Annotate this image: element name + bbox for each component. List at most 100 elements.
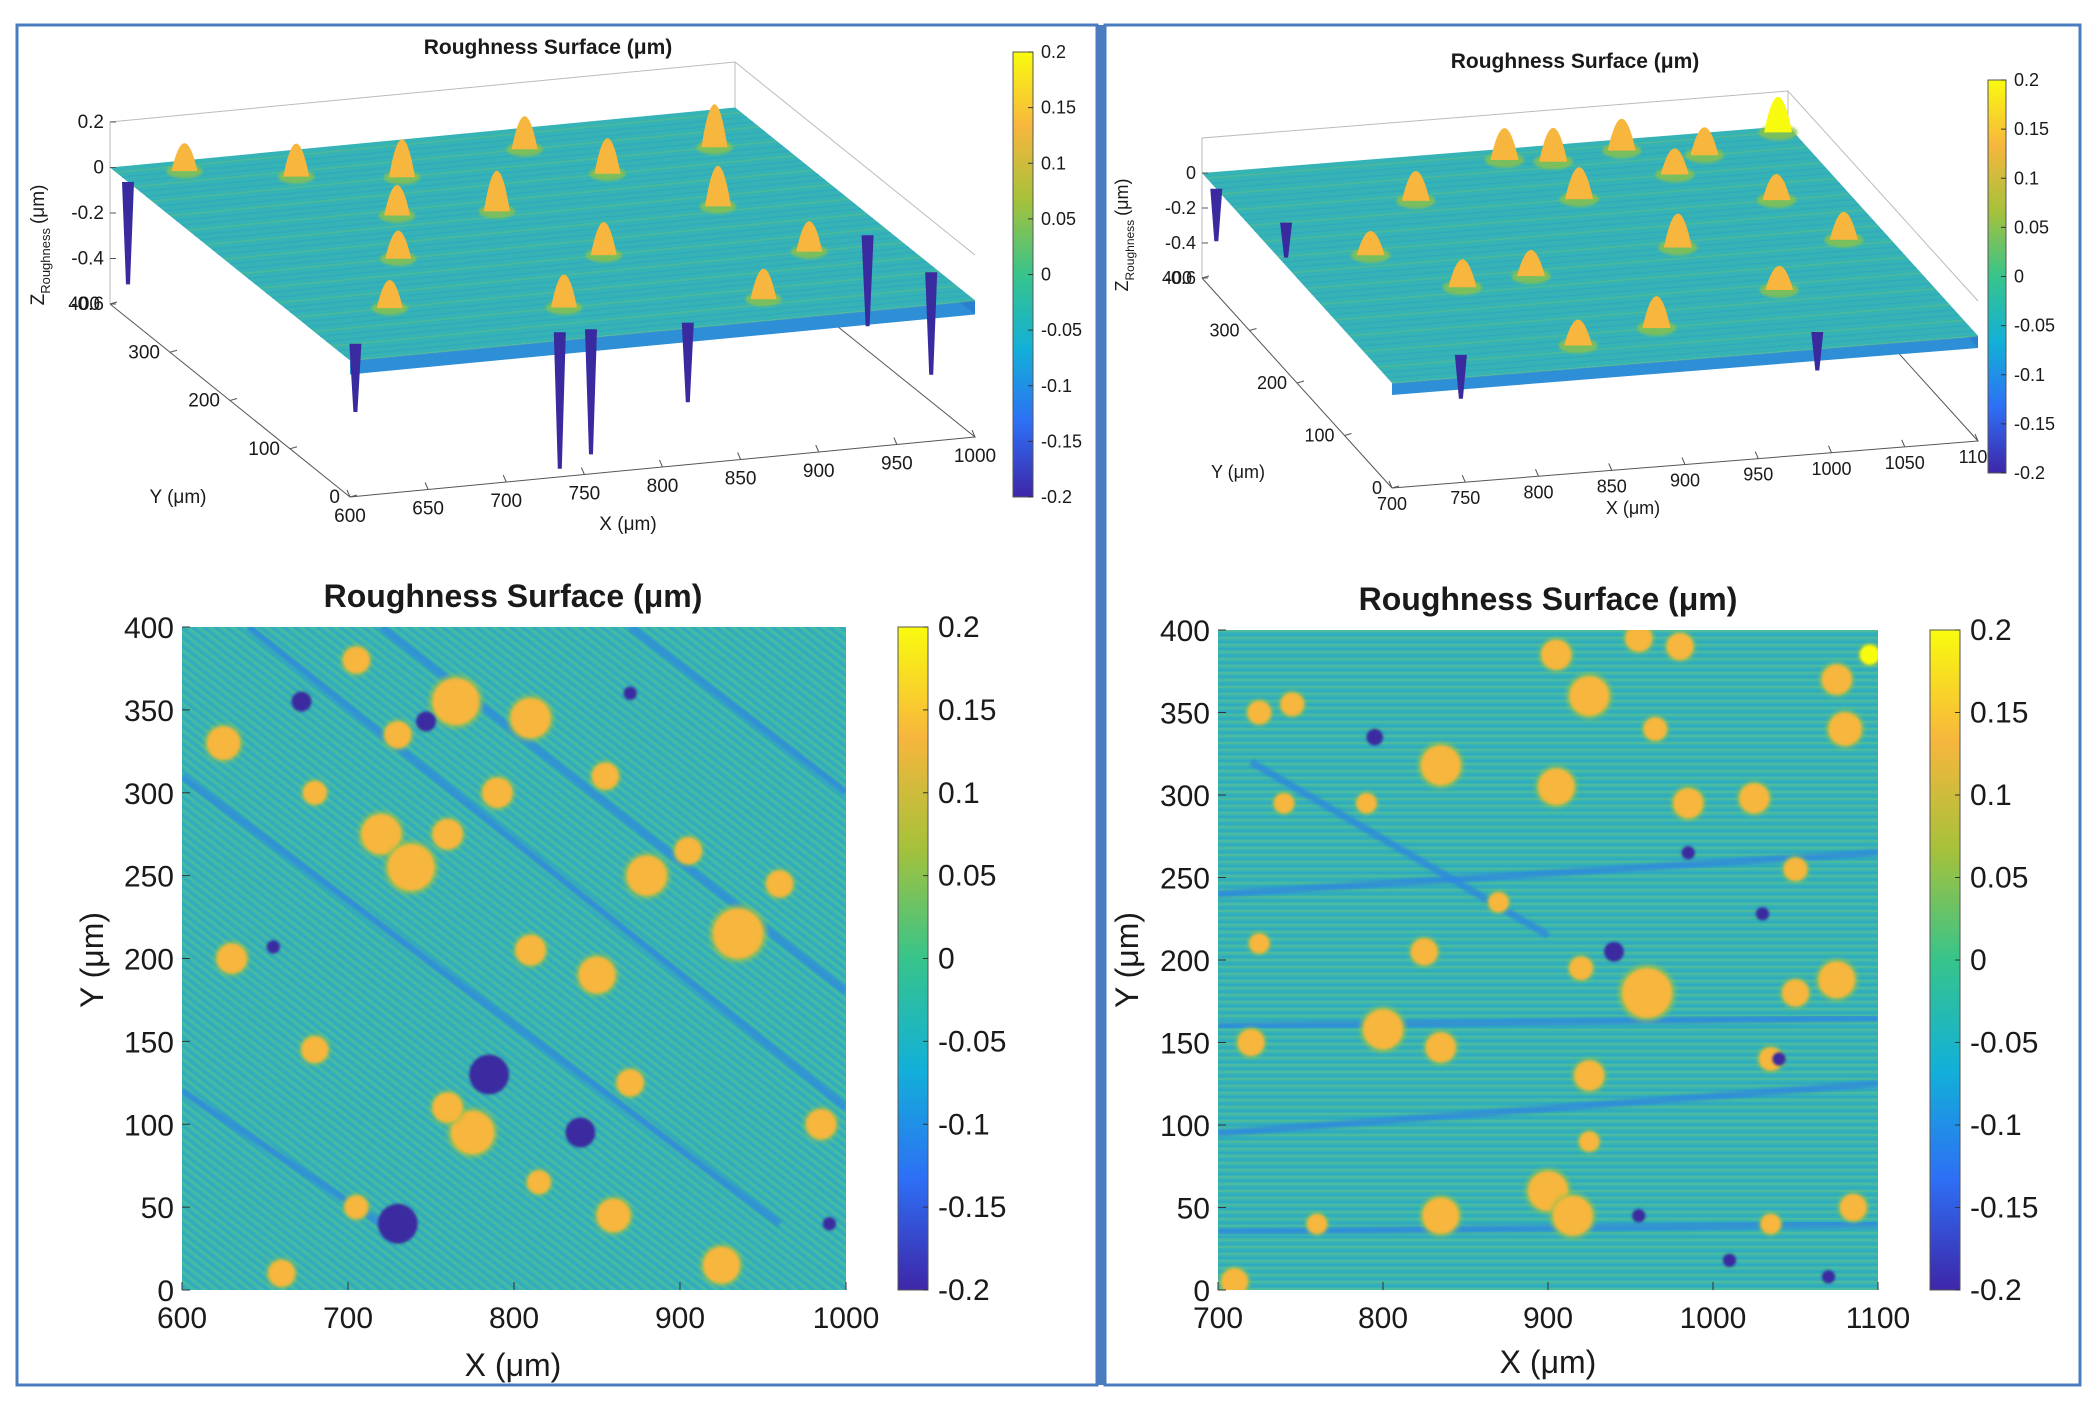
left-3d-bump <box>389 139 415 178</box>
left-2d-bump <box>510 698 551 739</box>
right-3d-y-tick <box>1344 433 1352 436</box>
left-2d-bump <box>713 908 763 959</box>
left-3d-x-tick <box>502 474 507 483</box>
right-3d-y-tick-label: 200 <box>1257 373 1287 393</box>
left-2d-bump <box>675 837 702 865</box>
left-3d-z-tick-label: 0 <box>93 158 104 179</box>
right-2d-colorbar-tick-label: -0.1 <box>1970 1109 2022 1142</box>
left-2d-bump <box>806 1109 837 1140</box>
left-3d-y-tick <box>109 301 118 305</box>
left-2d-pit <box>822 1217 837 1231</box>
left-2d-colorbar-tick-label: -0.1 <box>938 1108 990 1141</box>
left-3d-colorbar-tick-label: 0.1 <box>1041 153 1066 173</box>
right-3d-spike <box>1280 222 1293 258</box>
svg-text:ZRoughness(μm): ZRoughness (μm) <box>1112 178 1137 291</box>
left-3d-x-tick <box>893 437 898 445</box>
right-3d-surface-streak <box>1292 225 1879 274</box>
left-3d-x-tick-label: 950 <box>881 454 913 475</box>
right-2d-y-tick-label: 100 <box>1160 1110 1210 1143</box>
right-3d-x-tick-label: 950 <box>1743 465 1773 485</box>
left-2d-pit <box>377 1203 418 1244</box>
right-2d-x-tick-label: 800 <box>1358 1302 1408 1335</box>
right-3d-surface-streak <box>1244 172 1831 221</box>
left-2d-bump <box>766 870 793 898</box>
left-2d-x-tick-label: 600 <box>157 1302 207 1335</box>
left-2d-y-tick-label: 0 <box>157 1275 174 1308</box>
left-3d-colorbar-tick-label: -0.15 <box>1041 431 1082 451</box>
right-2d-y-tick-label: 50 <box>1177 1193 1210 1226</box>
left-3d-y-tick-label: 0 <box>329 487 340 508</box>
left-2d-y-tick-label: 350 <box>124 695 174 728</box>
right-3d-x-tick <box>1461 474 1466 483</box>
left-2d-x-axis-label: X (μm) <box>465 1347 562 1383</box>
right-3d-x-tick-label: 800 <box>1523 482 1553 502</box>
right-2d-pit <box>1681 846 1695 860</box>
right-2d-x-tick-label: 700 <box>1193 1302 1243 1335</box>
right-2d-bump <box>1666 633 1694 660</box>
left-2d-colorbar-tick-label: -0.05 <box>938 1025 1006 1058</box>
right-3d-y-tick-label: 300 <box>1209 321 1239 341</box>
right-2d-scratch <box>1218 1080 1878 1137</box>
right-2d-bump <box>1221 1268 1248 1290</box>
left-3d-x-axis-label: X (μm) <box>599 514 656 535</box>
right-2d-bump <box>1356 793 1377 814</box>
left-2d-bump <box>703 1246 740 1284</box>
left-2d-colorbar-tick-label: -0.15 <box>938 1191 1006 1224</box>
left-3d-surface-streak <box>121 116 748 178</box>
right-3d-colorbar-tick-label: 0 <box>2014 267 2024 287</box>
right-2d-title: Roughness Surface (μm) <box>1359 581 1738 617</box>
left-3d-surface-streak <box>133 126 760 188</box>
left-2d-x-tick-label: 800 <box>489 1302 539 1335</box>
left-3d-surface-streak <box>337 290 964 352</box>
right-3d-bump <box>1356 231 1385 256</box>
right-3d-surface-streak <box>1254 183 1841 232</box>
left-2d-x-tick-label: 700 <box>323 1302 373 1335</box>
right-3d-x-tick <box>1608 463 1613 471</box>
right-3d-spike <box>1454 354 1467 399</box>
right-2d-bump <box>1579 1131 1600 1152</box>
left-3d-bump <box>701 104 728 148</box>
left-3d-surface-streak <box>217 193 844 256</box>
left-3d-x-tick-label: 900 <box>803 461 835 482</box>
right-3d-surface-plot: Roughness Surface (μm) ZRoughness (μm) X … <box>1112 50 2055 518</box>
right-3d-surface-streak <box>1387 330 1974 379</box>
right-2d-pit <box>1722 1253 1737 1267</box>
left-2d-pit <box>266 940 280 954</box>
right-2d-y-tick-label: 150 <box>1160 1028 1210 1061</box>
left-2d-y-tick-label: 400 <box>124 612 174 645</box>
right-2d-bump <box>1307 1214 1327 1234</box>
left-3d-bump <box>376 280 403 309</box>
right-3d-surface-streak <box>1377 319 1964 368</box>
right-2d-pit <box>1821 1270 1836 1284</box>
right-2d-bump <box>1625 630 1652 652</box>
left-3d-y-tick <box>349 494 358 498</box>
right-2d-bump <box>1249 933 1270 954</box>
right-3d-x-tick-label: 1000 <box>1811 459 1851 479</box>
right-3d-colorbar-tick-label: 0.05 <box>2014 217 2049 237</box>
right-3d-surface-streak <box>1325 261 1912 311</box>
right-3d-x-tick <box>1535 469 1539 477</box>
right-3d-y-tick-label: 0 <box>1372 478 1382 498</box>
left-2d-bump <box>344 1195 368 1219</box>
left-2d-bump <box>626 855 667 896</box>
left-2d-bump <box>384 721 412 748</box>
left-3d-bump <box>511 116 538 150</box>
right-3d-colorbar-tick-label: 0.15 <box>2014 119 2049 139</box>
left-2d-bump <box>361 814 402 855</box>
right-2d-bump <box>1280 692 1304 716</box>
left-3d-surface-streak <box>229 203 856 265</box>
right-3d-z-tick-label: -0.6 <box>1165 268 1196 288</box>
left-3d-spike <box>861 235 874 327</box>
right-3d-surface-front-skirt <box>1392 336 1978 395</box>
left-3d-z-tick-label: -0.6 <box>71 294 104 315</box>
right-3d-surface-streak <box>1301 235 1888 284</box>
right-3d-x-tick-label: 850 <box>1597 476 1627 496</box>
right-3d-surface-streak <box>1306 240 1893 290</box>
right-2d-bump <box>1420 745 1461 786</box>
right-3d-y-tick-label: 100 <box>1304 426 1334 446</box>
left-2d-bump <box>515 935 546 966</box>
right-3d-surface-streak <box>1372 314 1960 363</box>
right-3d-y-tick <box>1391 485 1400 489</box>
left-2d-title: Roughness Surface (μm) <box>324 578 703 614</box>
right-2d-bump <box>1821 664 1852 695</box>
